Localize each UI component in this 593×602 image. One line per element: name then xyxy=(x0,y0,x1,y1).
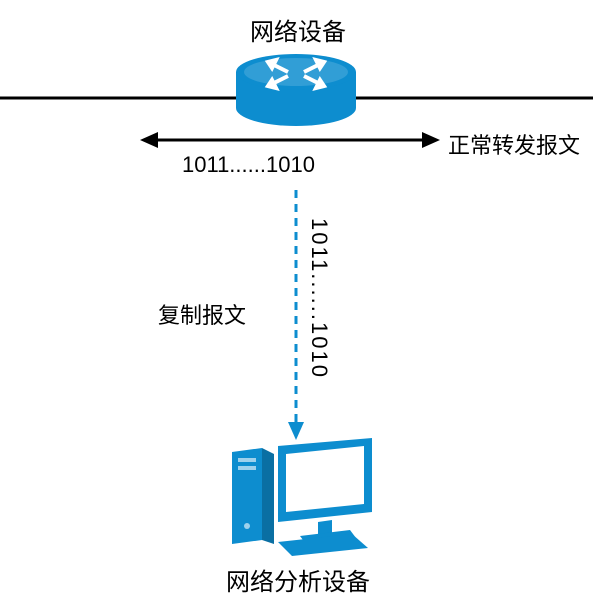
binary-horizontal: 1011......1010 xyxy=(182,152,315,178)
copy-packet-label: 复制报文 xyxy=(158,298,246,330)
forward-arrow xyxy=(140,132,440,148)
diagram-canvas xyxy=(0,0,593,602)
copy-arrow xyxy=(288,190,304,440)
top-device-label: 网络设备 xyxy=(250,12,346,47)
router-icon xyxy=(236,54,356,126)
computer-icon xyxy=(232,438,372,556)
binary-vertical: 1011......1010 xyxy=(306,218,332,379)
forward-packet-label: 正常转发报文 xyxy=(448,128,580,160)
bottom-device-label: 网络分析设备 xyxy=(226,562,370,597)
